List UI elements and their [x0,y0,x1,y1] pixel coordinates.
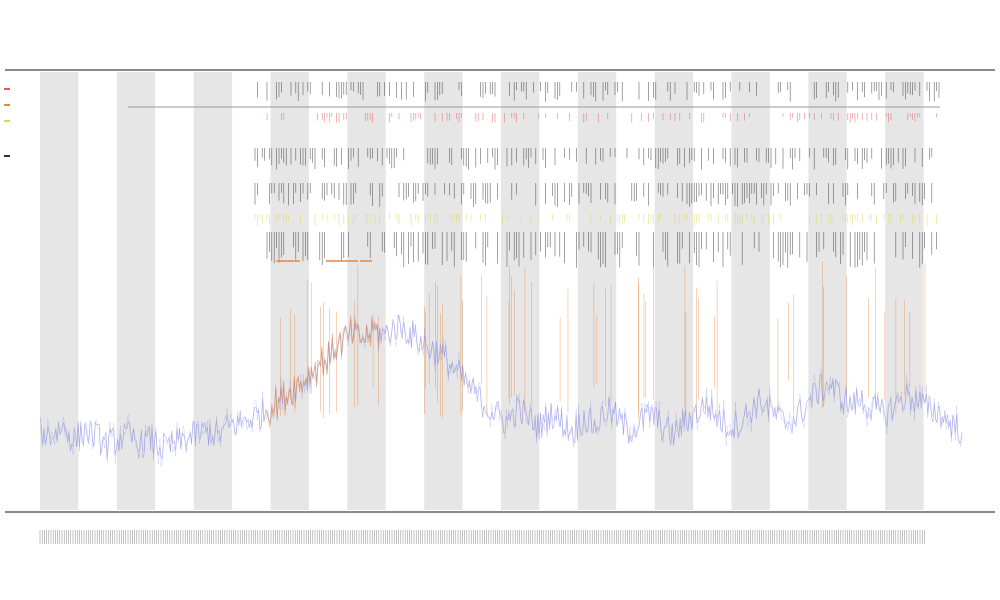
shaded-band [347,72,386,510]
shaded-band [501,72,540,510]
shaded-band [731,72,770,510]
shaded-band [270,72,309,510]
legend-swatch-black [4,155,10,157]
shaded-bands [40,72,924,510]
shaded-band [193,72,233,510]
x-tick-labels [39,530,925,544]
series-layer [39,314,963,467]
series-highlight [264,317,381,426]
shaded-band [808,72,847,510]
shaded-band [424,72,463,510]
legend [4,88,10,157]
shaded-band [885,72,924,510]
annotation-tracks [128,82,940,420]
shaded-band [577,72,617,510]
legend-swatch-orange [4,104,10,106]
legend-swatch-red [4,88,10,90]
legend-swatch-yellow [4,120,10,122]
series-line-noise [39,314,963,467]
series-line [39,314,963,459]
